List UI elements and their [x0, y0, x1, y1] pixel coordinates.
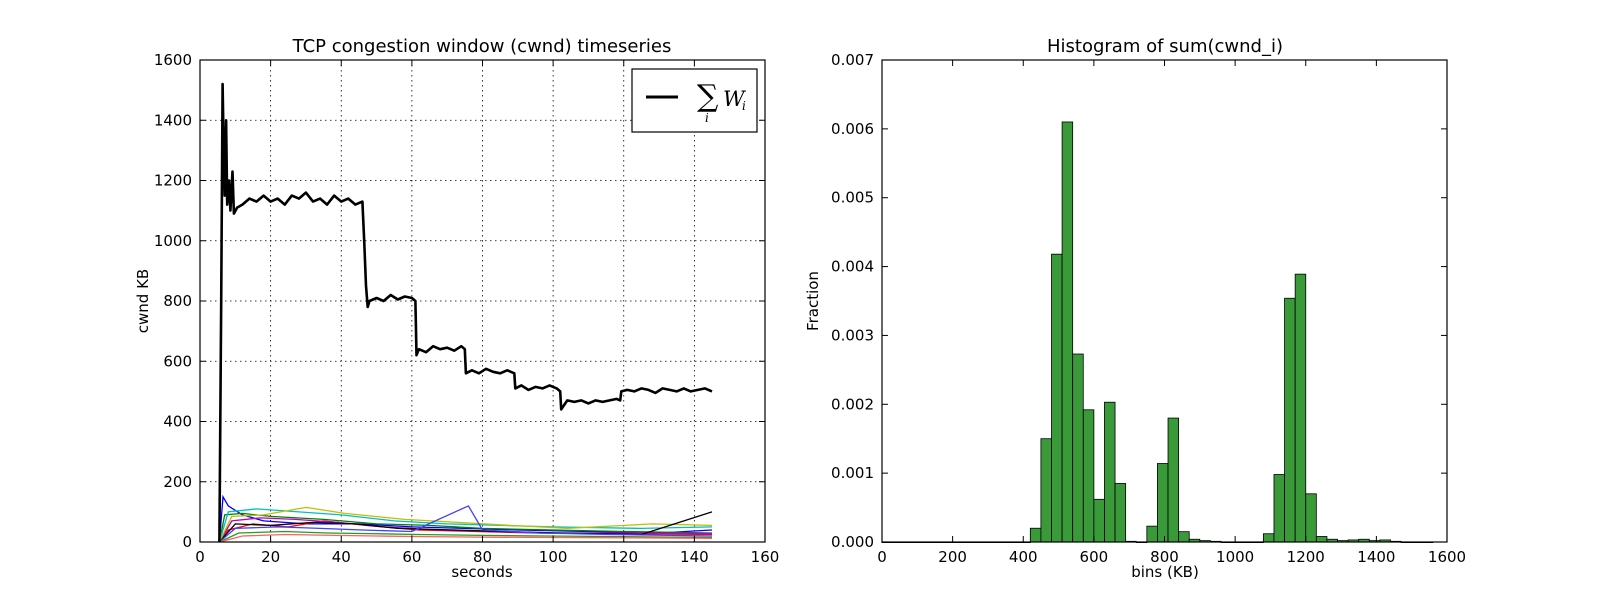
y-tick-label: 0.000 [831, 533, 874, 551]
tick-group: 0 200 400 600 800 1000 1200 1400 1600 0.000 0.001 0… [831, 51, 1466, 566]
histogram-bar [1114, 483, 1127, 543]
y-tick-label: 0.002 [831, 395, 874, 413]
y-tick-label: 1000 [154, 232, 192, 250]
histogram-bar [1157, 463, 1169, 543]
histogram-bar [1315, 536, 1328, 543]
flow-series-line-2 [218, 512, 713, 543]
legend-sum-index: i [705, 111, 709, 125]
histogram-chart: Histogram of sum(cwnd_i) 0 200 400 600 800 10… [804, 36, 1466, 581]
histogram-bar [1093, 498, 1105, 543]
y-axis-label: Fraction [804, 271, 822, 331]
histogram-bar [1040, 438, 1052, 543]
flow-series-line-9 [219, 530, 713, 543]
x-tick-label: 160 [751, 548, 780, 566]
x-tick-label: 0 [877, 548, 887, 566]
histogram-bar [1178, 531, 1190, 543]
histogram-bar [1262, 533, 1275, 543]
histogram-bar [1273, 474, 1285, 543]
y-tick-label: 1600 [154, 51, 192, 69]
y-tick-label: 400 [163, 413, 192, 431]
chart-title: Histogram of sum(cwnd_i) [1047, 36, 1283, 57]
grid [200, 60, 765, 542]
histogram-bar [1082, 409, 1095, 543]
bars-group [881, 121, 1434, 544]
x-tick-label: 1600 [1428, 548, 1466, 566]
x-tick-label: 120 [609, 548, 638, 566]
x-tick-label: 20 [261, 548, 280, 566]
histogram-bar [1104, 401, 1116, 543]
legend-box [631, 68, 758, 133]
x-axis-label: seconds [451, 563, 512, 581]
histogram-bar [1167, 417, 1180, 543]
y-tick-label: 0.007 [831, 51, 874, 69]
y-tick-label: 0 [182, 533, 192, 551]
x-tick-label: 1200 [1287, 548, 1325, 566]
legend: ∑ i W i [631, 68, 758, 133]
x-tick-label: 40 [332, 548, 351, 566]
y-tick-label: 600 [163, 352, 192, 370]
x-tick-label: 200 [938, 548, 967, 566]
histogram-bar [1029, 527, 1042, 543]
histogram-bar [1146, 525, 1158, 543]
x-tick-label: 600 [1080, 548, 1109, 566]
y-tick-label: 0.003 [831, 326, 874, 344]
tick-group: 0 20 40 60 80 100 120 140 1600200400600800100012… [154, 51, 780, 566]
y-tick-label: 0.006 [831, 120, 874, 138]
y-tick-label: 0.004 [831, 258, 874, 276]
x-tick-label: 400 [1009, 548, 1038, 566]
histogram-bar [1072, 353, 1084, 543]
histogram-bar [1305, 493, 1317, 543]
flow-series-line-6 [218, 506, 713, 543]
legend-variable: W [723, 87, 747, 111]
y-tick-label: 0.005 [831, 189, 874, 207]
y-tick-label: 200 [163, 473, 192, 491]
x-tick-label: 60 [402, 548, 421, 566]
x-tick-label: 80 [473, 548, 492, 566]
series-group [218, 82, 713, 543]
y-axis-label: cwnd KB [134, 269, 152, 333]
x-tick-label: 100 [539, 548, 568, 566]
y-tick-label: 800 [163, 292, 192, 310]
chart-title: TCP congestion window (cwnd) timeseries [292, 36, 672, 57]
y-tick-label: 0.001 [831, 464, 874, 482]
cwnd-timeseries-chart: TCP congestion window (cwnd) timeseries … [134, 36, 779, 581]
flow-series-line-8 [218, 505, 713, 543]
histogram-bar [1284, 297, 1296, 543]
flow-series-line-10 [219, 533, 713, 543]
x-tick-label: 1400 [1357, 548, 1395, 566]
histogram-bar [1051, 253, 1063, 543]
x-tick-label: 140 [680, 548, 709, 566]
x-tick-label: 0 [195, 548, 205, 566]
y-tick-label: 1400 [154, 111, 192, 129]
x-tick-label: 1000 [1216, 548, 1254, 566]
legend-variable-index: i [742, 99, 746, 113]
histogram-bar [1061, 121, 1074, 543]
histogram-bar [1294, 273, 1307, 543]
y-tick-label: 1200 [154, 172, 192, 190]
legend-sum-symbol: ∑ [697, 79, 719, 114]
x-axis-label: bins (KB) [1131, 563, 1199, 581]
sum-series-line [218, 82, 713, 543]
x-tick-label: 800 [1150, 548, 1179, 566]
